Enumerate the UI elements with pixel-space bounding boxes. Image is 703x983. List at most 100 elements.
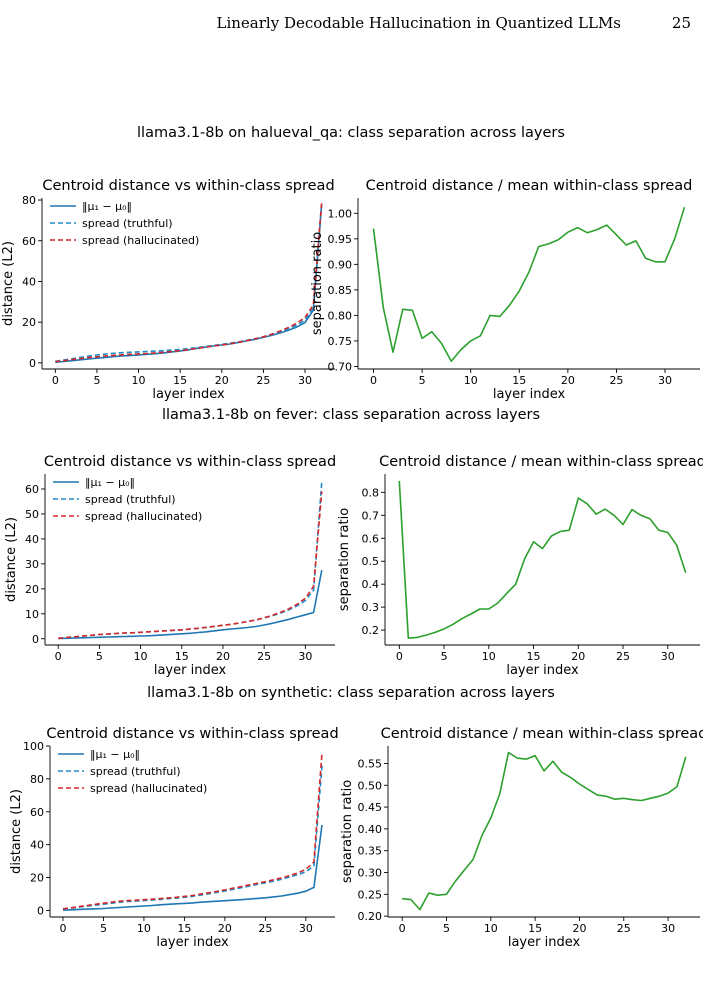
y-tick-label: 0.90: [328, 258, 353, 271]
series-line-0: [58, 569, 323, 640]
x-tick-label: 10: [132, 374, 146, 387]
y-tick-label: 40: [22, 275, 36, 288]
figure-suptitle: llama3.1-8b on fever: class separation a…: [162, 407, 540, 423]
x-tick-label: 30: [661, 650, 675, 663]
legend-label: ‖μ₁ − μ₀‖: [90, 748, 140, 761]
series-line-2: [62, 752, 323, 910]
y-tick-label: 60: [22, 235, 36, 248]
y-tick-label: 50: [25, 508, 39, 521]
x-tick-label: 30: [299, 922, 313, 935]
y-tick-label: 0.2: [362, 624, 380, 637]
y-tick-label: 0.3: [362, 601, 380, 614]
x-tick-label: 5: [443, 922, 450, 935]
x-axis-label: layer index: [493, 387, 566, 402]
y-tick-label: 0.25: [358, 888, 383, 901]
series-line-2: [58, 491, 323, 640]
x-tick-label: 15: [528, 922, 542, 935]
x-tick-label: 0: [399, 922, 406, 935]
panel-title: Centroid distance vs within-class spread: [46, 726, 338, 742]
x-tick-label: 15: [173, 374, 187, 387]
panel-left-1: Centroid distance vs within-class spread…: [4, 454, 336, 678]
y-tick-label: 0.35: [358, 845, 383, 858]
x-axis-label: layer index: [154, 663, 227, 678]
x-tick-label: 20: [571, 650, 585, 663]
page-number: 25: [671, 14, 691, 32]
x-tick-label: 25: [257, 650, 271, 663]
x-tick-label: 20: [218, 922, 232, 935]
figure-row-1: llama3.1-8b on fever: class separation a…: [4, 407, 703, 678]
y-tick-label: 60: [25, 483, 39, 496]
x-tick-label: 5: [100, 922, 107, 935]
y-axis-label: separation ratio: [337, 508, 352, 611]
y-tick-label: 0: [37, 904, 44, 917]
y-tick-label: 0.45: [358, 801, 383, 814]
y-tick-label: 20: [25, 583, 39, 596]
panel-title: Centroid distance / mean within-class sp…: [366, 178, 693, 194]
legend-label: ‖μ₁ − μ₀‖: [82, 200, 132, 213]
x-axis-label: layer index: [152, 387, 225, 402]
series-line-2: [55, 202, 323, 363]
x-axis-label: layer index: [506, 663, 579, 678]
x-tick-label: 5: [96, 650, 103, 663]
y-tick-label: 0: [29, 357, 36, 370]
page-header: Linearly Decodable Hallucination in Quan…: [0, 14, 703, 36]
y-tick-label: 60: [30, 806, 44, 819]
x-tick-label: 20: [572, 922, 586, 935]
series-line-0: [398, 480, 687, 639]
series-line-0: [55, 204, 323, 364]
panel-title: Centroid distance / mean within-class sp…: [381, 726, 703, 742]
panel-left-2: Centroid distance vs within-class spread…: [9, 726, 339, 950]
x-tick-label: 30: [658, 374, 672, 387]
y-axis-label: distance (L2): [9, 789, 24, 874]
legend-label: spread (hallucinated): [82, 234, 199, 247]
legend-label: spread (truthful): [85, 493, 176, 506]
x-tick-label: 15: [512, 374, 526, 387]
y-tick-label: 0.85: [328, 284, 353, 297]
y-tick-label: 0.95: [328, 233, 353, 246]
y-tick-label: 0.50: [358, 779, 383, 792]
y-tick-label: 0: [32, 633, 39, 646]
legend-label: spread (truthful): [90, 765, 181, 778]
legend: ‖μ₁ − μ₀‖ spread (truthful) spread (halluc…: [53, 476, 202, 523]
y-tick-label: 80: [30, 773, 44, 786]
x-tick-label: 20: [561, 374, 575, 387]
y-tick-label: 0.70: [328, 360, 353, 373]
x-tick-label: 25: [609, 374, 623, 387]
y-tick-label: 20: [30, 872, 44, 885]
y-tick-label: 0.20: [358, 910, 383, 923]
legend-label: spread (hallucinated): [90, 782, 207, 795]
panel-left-0: Centroid distance vs within-class spread…: [1, 178, 335, 402]
x-tick-label: 25: [256, 374, 270, 387]
x-tick-label: 15: [175, 650, 189, 663]
x-tick-label: 10: [482, 650, 496, 663]
panel-title: Centroid distance vs within-class spread: [42, 178, 334, 194]
x-tick-label: 15: [177, 922, 191, 935]
figure-row-0: llama3.1-8b on halueval_qa: class separa…: [1, 125, 700, 402]
figure-suptitle: llama3.1-8b on synthetic: class separati…: [147, 685, 555, 701]
x-tick-label: 0: [52, 374, 59, 387]
x-tick-label: 15: [527, 650, 541, 663]
y-tick-label: 0.40: [358, 823, 383, 836]
y-tick-label: 0.5: [362, 555, 380, 568]
legend: ‖μ₁ − μ₀‖ spread (truthful) spread (halluc…: [58, 748, 207, 795]
x-tick-label: 25: [258, 922, 272, 935]
x-tick-label: 0: [55, 650, 62, 663]
y-tick-label: 100: [23, 740, 44, 753]
y-tick-label: 1.00: [328, 207, 353, 220]
y-tick-label: 40: [30, 839, 44, 852]
legend-label: spread (truthful): [82, 217, 173, 230]
y-axis-label: separation ratio: [310, 232, 325, 335]
x-tick-label: 30: [661, 922, 675, 935]
x-axis-label: layer index: [156, 935, 229, 950]
figure-suptitle: llama3.1-8b on halueval_qa: class separa…: [137, 125, 565, 141]
x-tick-label: 25: [617, 922, 631, 935]
y-tick-label: 0.6: [362, 532, 380, 545]
x-axis-label: layer index: [508, 935, 581, 950]
y-tick-label: 0.55: [358, 757, 383, 770]
panel-title: Centroid distance vs within-class spread: [44, 454, 336, 470]
x-tick-label: 5: [441, 650, 448, 663]
y-tick-label: 30: [25, 558, 39, 571]
x-tick-label: 20: [215, 374, 229, 387]
x-tick-label: 25: [616, 650, 630, 663]
